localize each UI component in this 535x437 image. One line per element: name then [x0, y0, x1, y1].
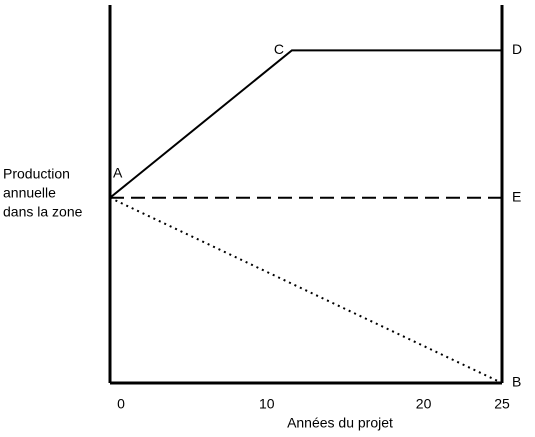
y-axis-label: annuelle — [3, 185, 56, 201]
line-series — [109, 49, 502, 199]
y-axis-label: dans la zone — [3, 204, 83, 220]
x-tick-label: 0 — [117, 396, 125, 412]
x-tick-label: 25 — [494, 396, 510, 412]
y-axis-label: Production — [3, 166, 70, 182]
point-label: C — [274, 41, 284, 57]
point-label: E — [512, 188, 521, 204]
x-tick-label: 20 — [416, 396, 432, 412]
point-label: A — [113, 164, 123, 180]
x-axis-label: Années du projet — [287, 415, 393, 431]
point-label: D — [512, 41, 522, 57]
x-tick-label: 10 — [259, 396, 275, 412]
point-label: B — [512, 374, 521, 390]
line-series — [109, 196, 503, 384]
